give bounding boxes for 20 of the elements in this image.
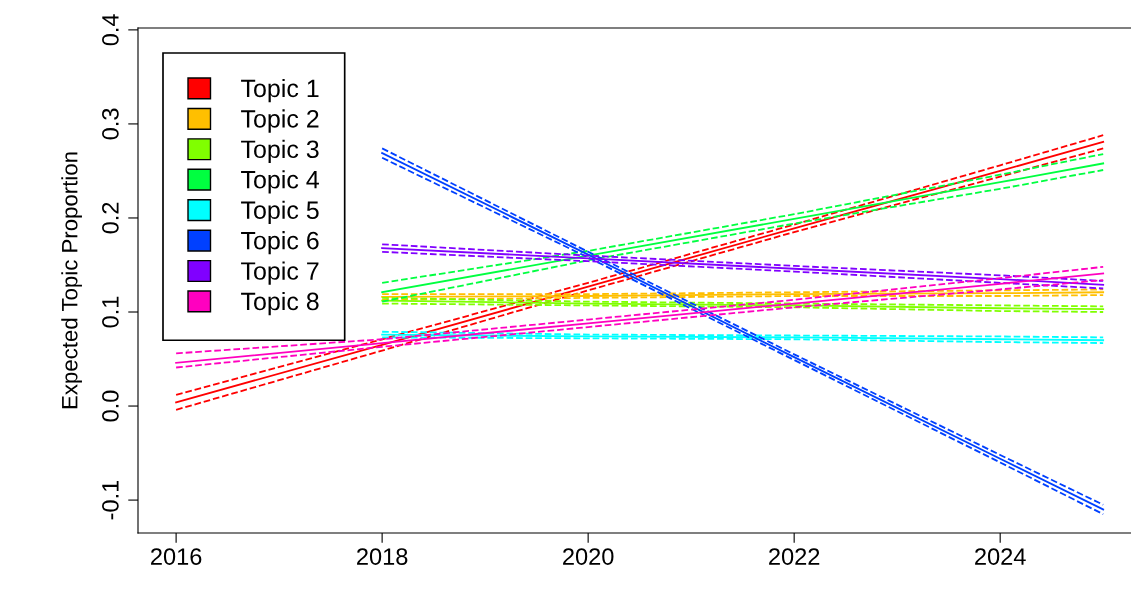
y-tick-label: 0.3 (102, 108, 119, 140)
legend-label: Topic 4 (241, 170, 319, 194)
x-tick-label: 2018 (357, 548, 408, 565)
y-tick-label: 0.0 (102, 390, 119, 422)
x-tick-label: 2016 (151, 548, 202, 565)
y-tick-label: 0.4 (102, 14, 119, 46)
y-tick-label: 0.2 (102, 202, 119, 234)
y-tick-label: -0.1 (102, 480, 119, 520)
legend-label: Topic 1 (241, 78, 319, 103)
legend-label: Topic 8 (241, 291, 319, 316)
legend-label: Topic 5 (241, 200, 319, 224)
x-tick-label: 2022 (769, 548, 820, 565)
x-tick-label: 2024 (975, 548, 1026, 565)
legend-label: Topic 3 (241, 139, 319, 164)
legend-label: Topic 2 (241, 109, 319, 133)
legend-label: Topic 6 (241, 231, 319, 255)
legend-label: Topic 7 (241, 261, 319, 285)
x-tick-label: 2020 (563, 548, 614, 565)
y-tick-label: 0.1 (102, 296, 119, 328)
y-axis-title: Expected Topic Proportion (61, 152, 82, 409)
